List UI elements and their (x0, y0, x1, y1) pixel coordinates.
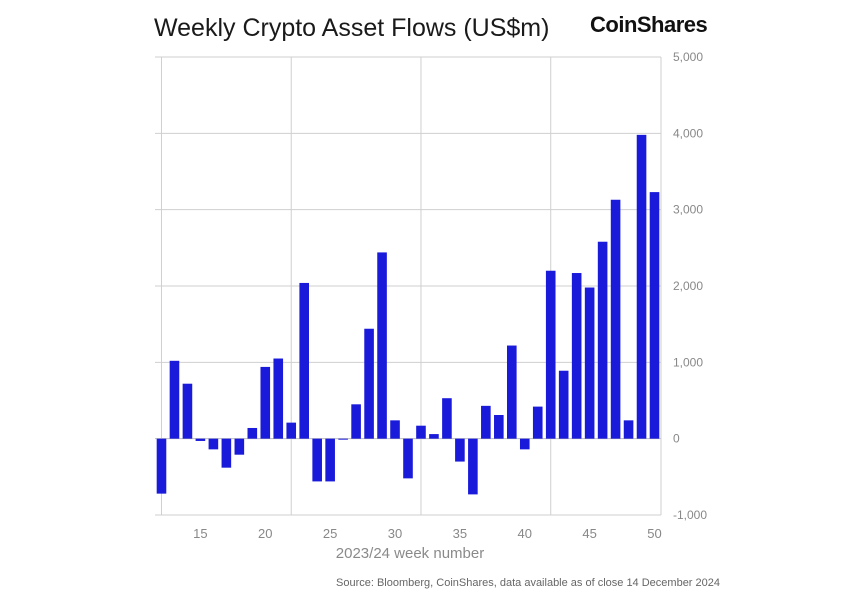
bar-week-13 (169, 360, 180, 439)
bar-week-29 (377, 252, 387, 439)
bar-week-21 (273, 358, 284, 439)
source-note: Source: Bloomberg, CoinShares, data avai… (336, 577, 721, 589)
bar-week-18 (234, 438, 245, 455)
x-tick-label: 20 (258, 526, 272, 541)
bar-week-28 (364, 328, 374, 439)
chart-title: Weekly Crypto Asset Flows (US$m) (154, 14, 550, 42)
bar-week-14 (182, 383, 193, 439)
y-tick-label: 5,000 (673, 50, 703, 64)
y-tick-label: 2,000 (673, 279, 703, 293)
x-tick-label: 45 (582, 526, 596, 541)
bar-week-50 (649, 192, 660, 439)
bar-week-16 (208, 438, 219, 450)
bar-week-23 (299, 282, 310, 439)
x-axis-tick-labels: 15 20 25 30 35 40 45 50 (193, 526, 662, 541)
bar-week-49 (636, 134, 647, 439)
y-tick-label: -1,000 (673, 508, 707, 522)
x-tick-label: 35 (453, 526, 467, 541)
bar-week-34 (442, 398, 452, 439)
bar-week-46 (597, 241, 608, 439)
bar-week-39 (506, 345, 517, 439)
bar-week-25 (325, 438, 335, 482)
y-tick-label: 0 (673, 432, 680, 446)
bar-week-12 (156, 438, 167, 494)
bar-week-43 (558, 370, 569, 439)
bar-week-27 (351, 404, 361, 439)
bar-week-35 (455, 438, 465, 462)
bar-week-22 (286, 422, 297, 439)
bar-week-17 (221, 438, 232, 468)
bar-week-41 (532, 406, 543, 439)
y-axis-tick-labels: 5,000 4,000 3,000 2,000 1,000 0 -1,000 (673, 50, 707, 522)
y-tick-label: 1,000 (673, 355, 703, 369)
x-tick-label: 25 (323, 526, 337, 541)
bar-week-15 (195, 438, 206, 441)
bar-week-32 (416, 425, 426, 439)
bar-week-45 (584, 287, 595, 439)
bar-week-37 (481, 405, 491, 439)
x-axis-label: 2023/24 week number (336, 545, 484, 562)
bar-week-33 (429, 434, 439, 439)
bar-week-20 (260, 366, 271, 439)
bar-week-24 (312, 438, 322, 482)
y-tick-label: 4,000 (673, 126, 703, 140)
x-tick-label: 15 (193, 526, 207, 541)
x-tick-label: 40 (518, 526, 532, 541)
bar-week-36 (468, 438, 478, 495)
x-tick-label: 30 (388, 526, 402, 541)
coinshares-logo: CoinShares (590, 12, 708, 37)
bar-week-26 (338, 438, 348, 440)
bar-week-47 (610, 199, 621, 439)
bar-week-19 (247, 427, 258, 439)
bar-week-44 (571, 273, 582, 439)
y-tick-label: 3,000 (673, 203, 703, 217)
bar-week-31 (403, 438, 413, 479)
bar-week-40 (519, 438, 530, 450)
bars (156, 134, 660, 495)
x-tick-label: 50 (647, 526, 661, 541)
bar-week-38 (494, 415, 504, 439)
bar-week-42 (545, 270, 556, 439)
bar-week-30 (390, 420, 400, 439)
bar-week-48 (623, 420, 634, 439)
